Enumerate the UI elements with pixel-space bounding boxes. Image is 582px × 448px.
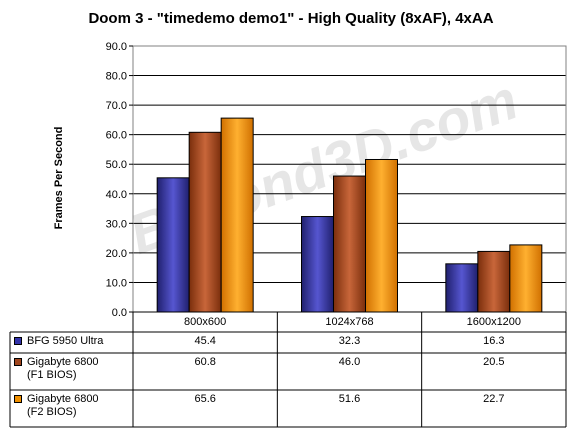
y-tick-label: 60.0 <box>106 130 127 142</box>
y-tick-label: 30.0 <box>106 218 127 230</box>
bar <box>220 117 254 313</box>
data-label: 32.3 <box>338 335 361 347</box>
legend-swatch <box>14 358 22 366</box>
bar <box>333 175 366 313</box>
y-tick-label: 50.0 <box>106 159 127 171</box>
bar <box>156 177 190 313</box>
legend-swatch <box>14 337 22 345</box>
data-label: 16.3 <box>483 335 505 347</box>
data-label: 51.6 <box>338 393 361 405</box>
y-axis: 0.0 10.0 20.0 30.0 40.0 50.0 60.0 70.0 80.0 90.0 <box>106 41 133 319</box>
y-tick-label: 80.0 <box>106 71 127 83</box>
data-label: 22.7 <box>483 393 505 405</box>
legend-swatch <box>14 395 22 403</box>
bar <box>477 250 511 313</box>
bar <box>445 263 479 313</box>
bar <box>509 244 543 313</box>
legend-label: BFG 5950 Ultra <box>27 335 104 347</box>
data-label: 45.4 <box>194 335 216 347</box>
legend-label: Gigabyte 6800 (F2 BIOS) <box>27 393 99 418</box>
data-table-grid <box>9 311 567 428</box>
y-tick-label: 0.0 <box>112 307 127 319</box>
y-tick-label: 40.0 <box>106 189 127 201</box>
data-label: 60.8 <box>194 356 216 368</box>
bar <box>188 131 222 313</box>
data-label: 20.5 <box>483 356 505 368</box>
chart-title: Doom 3 - "timedemo demo1" - High Quality… <box>88 10 494 27</box>
data-label: 46.0 <box>338 356 361 368</box>
y-tick-label: 10.0 <box>106 277 127 289</box>
x-tick-label: 800x600 <box>184 316 227 328</box>
legend-label: Gigabyte 6800 (F1 BIOS) <box>27 356 99 381</box>
bars <box>156 117 543 313</box>
bar <box>365 158 398 313</box>
y-tick-label: 70.0 <box>106 100 127 112</box>
data-label: 65.6 <box>194 393 216 405</box>
x-tick-label: 1024x768 <box>325 316 374 328</box>
y-tick-label: 90.0 <box>106 41 127 53</box>
bar <box>301 216 334 313</box>
x-tick-label: 1600x1200 <box>466 316 522 328</box>
y-tick-label: 20.0 <box>106 248 127 260</box>
